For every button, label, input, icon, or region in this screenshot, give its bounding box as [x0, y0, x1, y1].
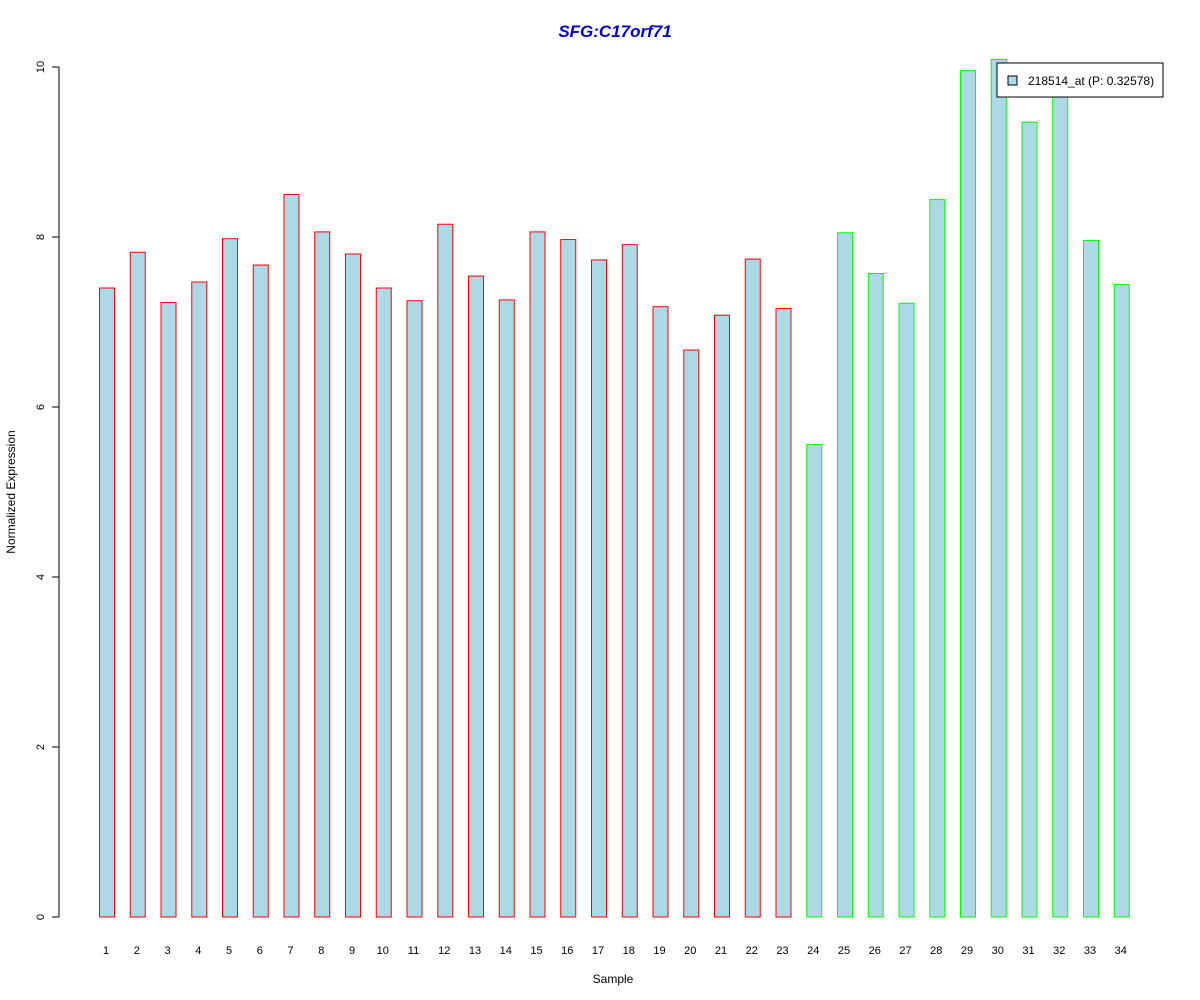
x-tick-label: 27 [899, 945, 911, 957]
x-tick-label: 1 [103, 945, 109, 957]
x-tick-label: 33 [1084, 945, 1096, 957]
bar [960, 69, 976, 918]
x-tick-label: 9 [349, 945, 355, 957]
bar [837, 232, 853, 918]
bar [929, 199, 946, 918]
y-tick-label: 4 [35, 574, 47, 580]
x-tick-label: 24 [807, 945, 819, 957]
bars-group [99, 58, 1130, 918]
x-tick-label: 15 [530, 945, 542, 957]
x-tick-label: 5 [226, 945, 232, 957]
bar [375, 287, 392, 918]
x-tick-label: 22 [746, 945, 758, 957]
bar [1113, 284, 1130, 918]
bar [252, 264, 269, 918]
bar [468, 275, 484, 918]
x-axis-label: Sample [593, 972, 634, 986]
chart-title: SFG:C17orf71 [558, 22, 671, 41]
bar [714, 314, 730, 918]
x-tick-label: 4 [195, 945, 201, 957]
y-tick-label: 10 [35, 61, 47, 73]
bar [498, 299, 515, 918]
x-tick-label: 6 [257, 945, 263, 957]
x-tick-label: 31 [1022, 945, 1034, 957]
x-tick-label: 16 [561, 945, 573, 957]
y-tick-label: 6 [35, 404, 47, 410]
bar [898, 302, 915, 918]
x-tick-label: 25 [838, 945, 850, 957]
bar [1021, 121, 1038, 918]
x-tick-label: 10 [377, 945, 389, 957]
bar [529, 231, 546, 918]
bar [560, 239, 577, 918]
bar [283, 194, 300, 918]
x-tick-label: 7 [287, 945, 293, 957]
x-tick-label: 20 [684, 945, 696, 957]
x-tick-label: 12 [438, 945, 450, 957]
x-tick-label: 29 [961, 945, 973, 957]
bar [621, 244, 638, 918]
bar [1083, 239, 1099, 918]
bar [191, 281, 208, 918]
bar [744, 258, 761, 918]
y-tick-label: 8 [35, 234, 47, 240]
x-tick-label: 13 [469, 945, 481, 957]
x-tick-label: 11 [408, 945, 419, 957]
bar [160, 301, 177, 918]
legend: 218514_at (P: 0.32578) [996, 62, 1164, 98]
bar [1052, 92, 1069, 918]
bar [683, 349, 700, 918]
bar [314, 231, 331, 918]
x-tick-label: 18 [623, 945, 635, 957]
x-tick-label: 34 [1115, 945, 1127, 957]
x-tick-labels: 1 2 3 4 5 6 7 8 9 10 11 12 13 14 15 16 17 18 19 20 21 22 23 24 2… [103, 945, 1127, 957]
x-tick-label: 17 [592, 945, 604, 957]
bar [345, 253, 361, 918]
y-tick-label: 2 [35, 744, 47, 750]
legend-label: 218514_at (P: 0.32578) [1028, 74, 1154, 88]
x-tick-label: 21 [715, 945, 727, 957]
x-tick-label: 30 [992, 945, 1004, 957]
y-tick-label: 0 [35, 914, 47, 920]
bar [129, 251, 146, 918]
y-axis: 0 2 4 6 8 10 [35, 61, 60, 920]
bar [867, 273, 884, 918]
bar [406, 300, 423, 918]
x-tick-label: 2 [134, 945, 140, 957]
x-tick-label: 32 [1053, 945, 1065, 957]
bar [437, 223, 454, 918]
legend-box [996, 62, 1164, 98]
x-tick-label: 8 [318, 945, 324, 957]
bar [99, 287, 115, 918]
bar [222, 238, 238, 918]
bar [775, 307, 792, 918]
x-tick-label: 3 [164, 945, 170, 957]
bar [591, 259, 607, 918]
x-tick-label: 19 [653, 945, 665, 957]
bar [806, 443, 823, 918]
bar [990, 58, 1007, 918]
x-tick-label: 26 [869, 945, 881, 957]
bar [652, 306, 669, 918]
legend-swatch [1007, 75, 1018, 86]
y-axis-label: Normalized Expression [4, 430, 18, 553]
x-tick-label: 23 [776, 945, 788, 957]
x-tick-label: 28 [930, 945, 942, 957]
x-tick-label: 14 [500, 945, 512, 957]
